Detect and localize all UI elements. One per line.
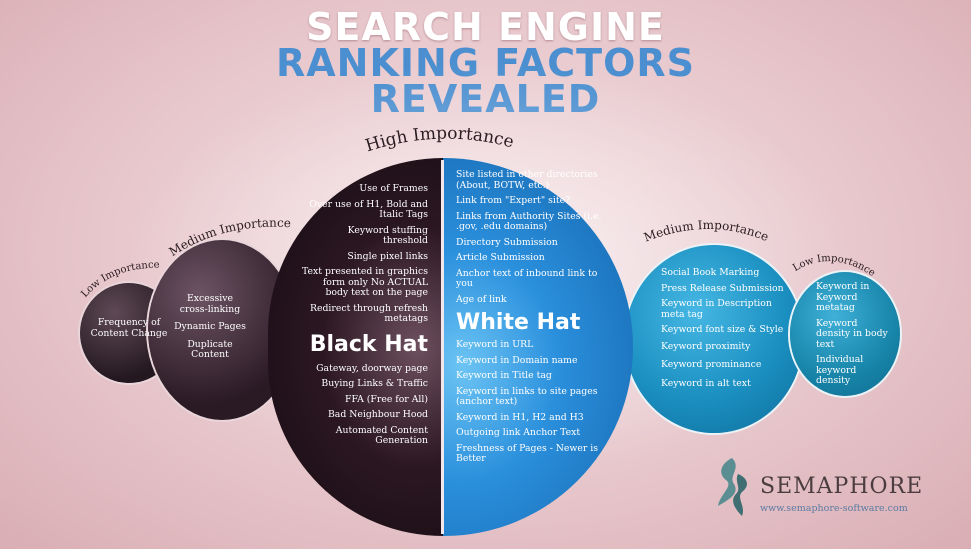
medium-importance-right-label: Medium Importance [642,218,771,245]
list-item: Automated Content Generation [335,424,428,446]
list-item: Keyword in URL [456,339,534,350]
brand-url[interactable]: www.semaphore-software.com [760,503,908,514]
medium-importance-right-circle [625,245,803,433]
list-item: Link from "Expert" site? [456,195,571,206]
list-item: Keyword stuffing threshold [347,224,428,246]
medium-right-list: Social Book Marking Press Release Submis… [661,267,785,394]
list-item: Anchor text of inbound link to you [456,267,598,289]
list-item: Text presented in graphics form only No … [302,266,428,298]
list-item: Keyword in Title tag [456,370,552,381]
list-item: Keyword prominance [661,359,762,370]
title-line-1: SEARCH ENGINE [306,5,665,49]
white-hat-list: Site listed in other directories (About,… [456,169,606,470]
list-item: Keyword proximity [661,340,751,352]
list-item: Keyword in Keyword metatag [816,281,870,313]
low-left-list: Frequency of Content Change [86,317,172,344]
semaphore-logo: SEMAPHORE www.semaphore-software.com [712,454,922,524]
list-item: Keyword in alt text [661,377,751,389]
list-item: Frequency of Content Change [90,317,168,339]
list-item: Bad Neighbour Hood [327,409,428,420]
list-item: Over use of H1, Bold and Italic Tags [309,198,428,220]
list-item: Use of Frames [359,183,428,194]
list-item: FFA (Free for All) [345,393,428,405]
list-item: Excessive cross-linking [179,293,241,315]
list-item: Single pixel links [347,250,428,262]
black-hat-list: Use of Frames Over use of H1, Bold and I… [300,183,428,452]
list-item: Article Submission [456,252,545,263]
list-item: Keyword font size & Style [661,324,784,335]
list-item: Site listed in other directories (About,… [456,169,598,191]
list-item: Keyword density in body text [816,317,888,350]
low-importance-right-circle [790,272,900,396]
list-item: Keyword in links to site pages (anchor t… [456,385,598,407]
center-divider [441,160,444,534]
medium-importance-left-label: Medium Importance [167,216,292,259]
list-item: Buying Links & Traffic [321,378,428,389]
list-item: Outgoing link Anchor Text [456,427,581,438]
list-item: Dynamic Pages [174,321,246,332]
list-item: Keyword in Description meta tag [661,298,772,320]
high-importance-label: High Importance [363,124,516,157]
list-item: Redirect through refresh metatags [309,302,428,324]
low-importance-left-label: Low Importance [79,260,159,300]
brand-name: SEMAPHORE [760,474,924,499]
list-item: Keyword in H1, H2 and H3 [456,411,584,423]
list-item: Duplicate Content [187,338,233,360]
list-item: Keyword in Domain name [456,354,578,366]
list-item: Social Book Marking [661,267,760,278]
low-importance-right-label: Low Importance [791,253,877,279]
list-item: Directory Submission [456,236,558,248]
list-item: Age of link [456,293,507,305]
list-item: Links from Authority Sites (i.e. .gov, .… [456,210,602,232]
list-item: Press Release Submission [661,282,784,294]
white-hat-heading: White Hat [456,310,581,335]
medium-left-list: Excessive cross-linking Dynamic Pages Du… [172,293,248,366]
list-item: Gateway, doorway page [316,362,428,374]
low-right-list: Keyword in Keyword metatag Keyword densi… [816,281,892,392]
list-item: Individual keyword density [816,354,864,386]
list-item: Freshness of Pages - Newer is Better [456,442,599,464]
semaphore-flag-icon [718,458,747,516]
black-hat-heading: Black Hat [309,331,428,357]
